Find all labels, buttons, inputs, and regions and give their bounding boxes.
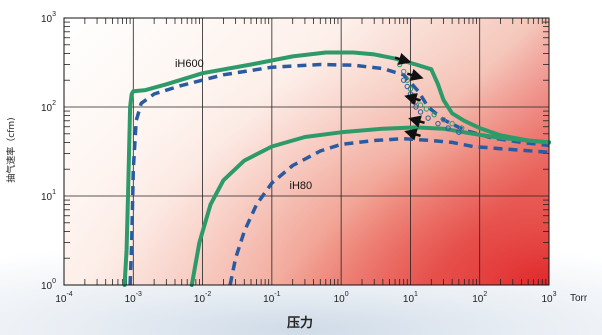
direction-arrow	[408, 115, 425, 128]
series-line-1	[122, 50, 434, 287]
y-tick-base: 10	[41, 14, 53, 25]
x-tick-exponent: -3	[136, 291, 142, 298]
x-tick-label: 10-2	[194, 291, 211, 305]
arrows-group	[394, 52, 425, 141]
y-tick-exponent: 1	[52, 189, 56, 196]
x-tick-label: 100	[334, 291, 349, 305]
x-tick-exponent: 0	[345, 291, 349, 298]
series-line-3	[189, 125, 551, 287]
series-line-2	[128, 62, 550, 286]
series-group	[122, 50, 551, 287]
x-tick-base: 10	[334, 294, 346, 305]
x-tick-exponent: 3	[553, 291, 557, 298]
x-tick-base: 10	[263, 294, 275, 305]
series-marker	[401, 68, 407, 75]
direction-arrow	[394, 52, 412, 65]
direction-arrow	[406, 68, 424, 81]
series-marker	[417, 109, 424, 115]
x-tick-base: 10	[472, 294, 484, 305]
series-marker	[425, 115, 431, 121]
series-line-4	[228, 136, 550, 286]
series-marker	[423, 106, 430, 112]
x-tick-exponent: 1	[414, 291, 418, 298]
y-axis-label: 抽气速率（cfm)	[5, 117, 17, 182]
curve-label: iH600	[175, 58, 204, 70]
plot-frame	[63, 17, 550, 286]
series-marker	[401, 77, 407, 83]
y-tick-label: 102	[41, 100, 56, 114]
y-tick-base: 10	[41, 192, 53, 203]
y-tick-exponent: 3	[52, 11, 56, 18]
series-marker	[440, 116, 447, 123]
series-marker	[404, 77, 410, 83]
curve-label: iH80	[290, 180, 313, 192]
series-marker	[459, 125, 465, 131]
y-tick-exponent: 2	[52, 100, 56, 107]
x-tick-base: 10	[125, 294, 137, 305]
y-tick-base: 10	[41, 103, 53, 114]
x-tick-labels: 10-4 10-3 10-2 10-1 100 101 102 103	[55, 291, 556, 305]
direction-arrow	[404, 128, 421, 141]
y-tick-label: 100	[41, 278, 56, 292]
x-tick-label: 10-4	[55, 291, 72, 305]
x-tick-base: 10	[55, 294, 67, 305]
x-tick-label: 10-1	[263, 291, 280, 305]
x-tick-exponent: -2	[205, 291, 211, 298]
x-tick-base: 10	[194, 294, 206, 305]
direction-arrow	[404, 93, 421, 106]
plot-background-overlay	[64, 18, 549, 285]
series-marker	[445, 125, 451, 131]
y-tick-label: 103	[41, 11, 56, 25]
y-tick-label: 101	[41, 189, 56, 203]
curve-labels: iH600 iH80	[175, 58, 312, 192]
x-tick-base: 10	[541, 294, 553, 305]
series-marker	[404, 83, 410, 90]
x-axis-label: 压力	[287, 315, 313, 331]
series-line-7	[429, 67, 551, 145]
x-tick-exponent: 2	[483, 291, 487, 298]
series-marker	[456, 129, 462, 135]
series-marker	[435, 120, 441, 127]
y-tick-base: 10	[41, 281, 53, 292]
x-tick-label: 103	[541, 291, 556, 305]
x-tick-exponent: -1	[274, 291, 280, 298]
series-marker	[449, 120, 455, 127]
x-tick-exponent: -4	[66, 291, 72, 298]
series-marker	[417, 102, 424, 108]
y-tick-exponent: 0	[52, 278, 56, 285]
x-axis-unit: Torr	[570, 293, 588, 304]
x-tick-label: 10-3	[125, 291, 142, 305]
x-tick-label: 101	[403, 291, 418, 305]
x-tick-label: 102	[472, 291, 487, 305]
series-marker	[431, 111, 437, 118]
x-tick-base: 10	[403, 294, 415, 305]
